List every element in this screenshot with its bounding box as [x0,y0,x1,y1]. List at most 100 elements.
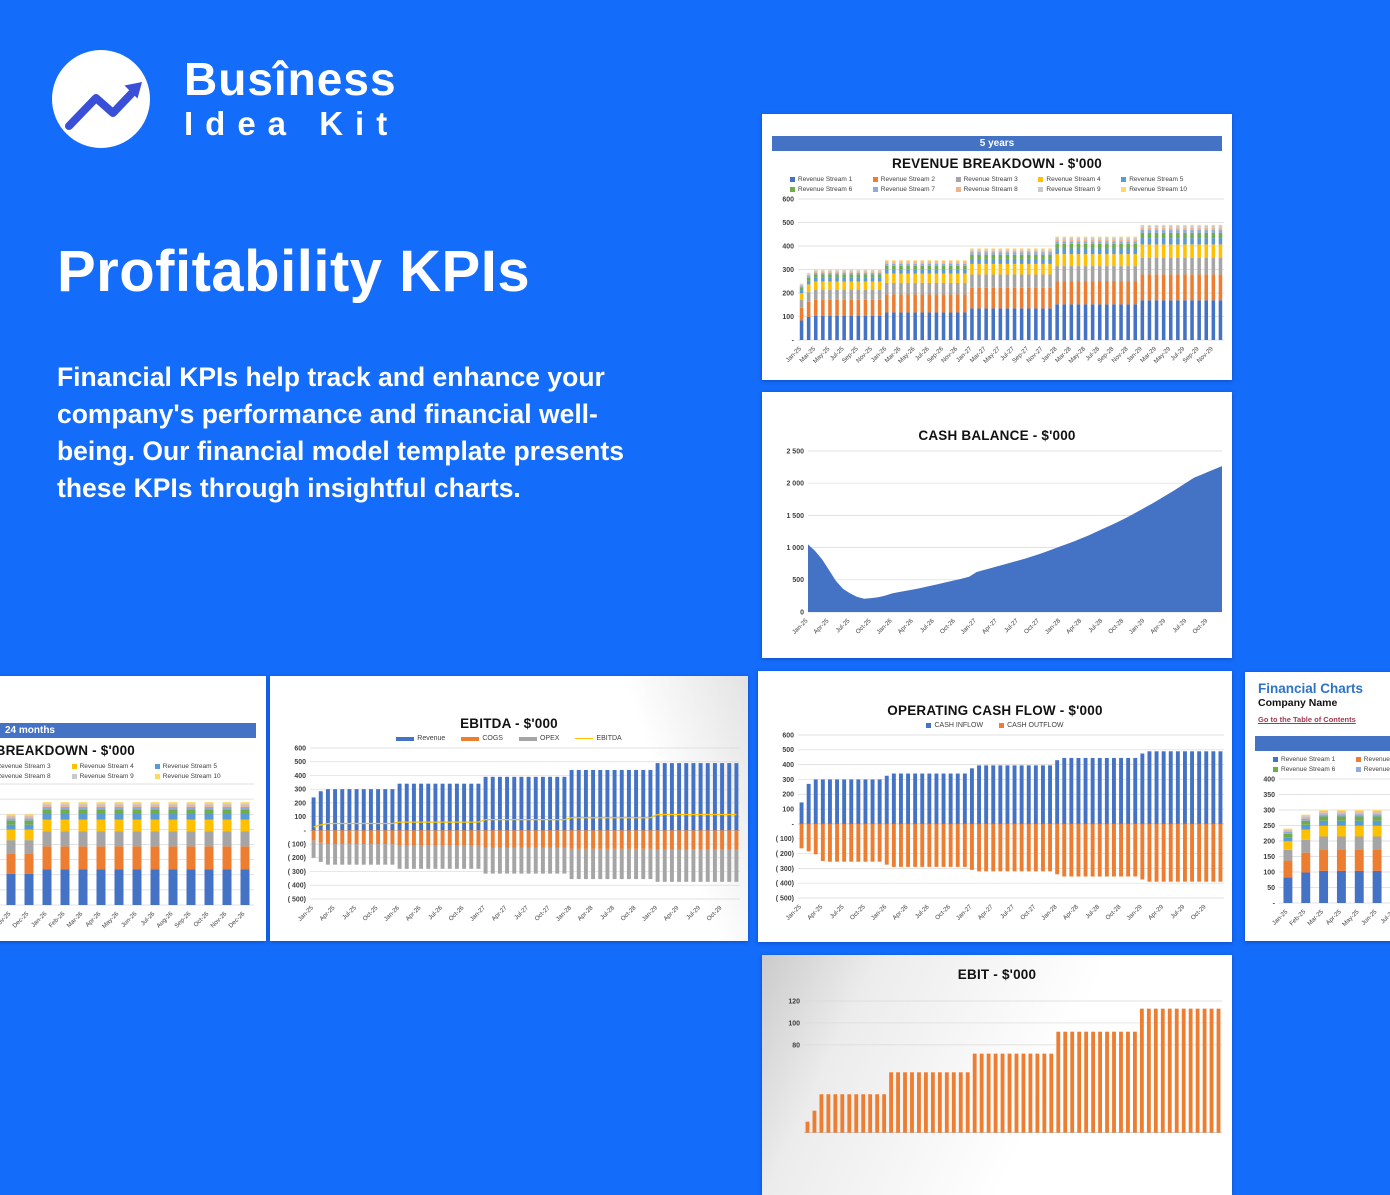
svg-text:150: 150 [1263,854,1275,861]
chart-title-revenue-breakdown-24m: REVENUE BREAKDOWN - $'000 [0,743,135,758]
period-banner-5-years: 5 years [772,136,1222,151]
svg-text:Apr-29: Apr-29 [662,904,680,922]
svg-text:80: 80 [792,1042,800,1049]
cash-outflow-swatch-icon [999,723,1005,728]
svg-text:Oct-26: Oct-26 [939,617,957,635]
svg-text:Aug-26: Aug-26 [155,910,174,929]
ebit-chart: 120 100 80 [788,998,1222,1134]
company-name: Company Name [1258,697,1338,709]
svg-text:400: 400 [294,773,306,780]
legend-item-revenue-stream-9: Revenue Stream 9 [71,773,155,780]
svg-text:Apr-28: Apr-28 [1062,903,1080,921]
svg-text:( 100): ( 100) [776,836,794,843]
svg-text:250: 250 [1263,823,1275,830]
panel-cash-balance: CASH BALANCE - $'000 2 500 2 000 1 500 1 00… [762,392,1232,658]
svg-text:Oct-27: Oct-27 [533,904,551,922]
table-of-contents-link[interactable]: Go to the Table of Contents [1258,715,1356,724]
svg-text:Oct-28: Oct-28 [619,904,637,922]
svg-text:Jan-28: Jan-28 [1044,617,1063,636]
svg-text:Apr-27: Apr-27 [490,904,508,922]
svg-text:Jul-27: Jul-27 [999,903,1016,920]
svg-text:400: 400 [782,243,794,250]
svg-text:Jan-26: Jan-26 [383,904,402,923]
page-background: { "page": { "background_color": "#146CFB… [0,50,1390,1195]
hero-title: Profitability KPIs [57,239,531,304]
revenue-stream-4-swatch-icon [71,764,77,769]
revenue-stream-7-swatch-icon [1355,767,1361,772]
svg-text:50: 50 [1267,885,1275,892]
svg-text:Jan-28: Jan-28 [1040,903,1059,922]
svg-text:( 200): ( 200) [288,855,306,862]
svg-text:-: - [1273,900,1276,907]
legend-item-revenue-stream-2: Revenue Stream 2 [1355,756,1390,763]
legend-item-ebitda: EBITDA [575,735,622,742]
revenue-stream-9-swatch-icon [1038,187,1044,192]
panel-revenue-breakdown-24m: 24 months REVENUE BREAKDOWN - $'000 Reve… [0,676,266,941]
legend-item-revenue-stream-2: Revenue Stream 2 [872,176,956,183]
revenue-stream-2-swatch-icon [872,177,878,182]
svg-text:100: 100 [782,314,794,321]
svg-text:300: 300 [1263,807,1275,814]
svg-text:Jan-26: Jan-26 [875,617,894,636]
svg-text:( 300): ( 300) [776,866,794,873]
svg-text:( 500): ( 500) [288,896,306,903]
svg-text:Jan-26: Jan-26 [30,910,49,929]
financial-charts-mini-chart: 400 350 300 250 200 150 100 50 -Jan-25 Feb-25 Mar-… [1263,776,1390,928]
svg-text:1 000: 1 000 [786,545,804,552]
svg-text:500: 500 [782,747,794,754]
brand-name-line1: Busîness [184,52,397,105]
period-banner-24-months: 24 months [0,723,256,738]
svg-text:Dec-26: Dec-26 [227,910,246,929]
operating-cash-flow-chart: 600 500 400 300 200 100 - ( 100) ( 200) ( 300) ( 4… [776,732,1224,922]
svg-text:Apr-26: Apr-26 [891,903,909,921]
svg-text:Mar-25: Mar-25 [1306,908,1325,927]
financial-charts-title: Financial Charts [1258,681,1364,696]
opex-swatch-icon [518,736,537,741]
svg-text:500: 500 [782,220,794,227]
svg-text:Jul-29: Jul-29 [1169,903,1186,920]
panel-operating-cash-flow: OPERATING CASH FLOW - $'000 CASH INFLOW C… [758,671,1232,942]
svg-text:Jan-29: Jan-29 [641,904,660,923]
chart-legend-ebitda: Revenue COGS OPEX EBITDA [270,735,748,742]
chart-title-revenue-breakdown-5y: REVENUE BREAKDOWN - $'000 [892,156,1102,171]
svg-text:( 200): ( 200) [776,851,794,858]
svg-text:2 500: 2 500 [786,448,804,455]
hero-description: Financial KPIs help track and enhance yo… [57,362,624,503]
revenue-stream-8-swatch-icon [955,187,961,192]
revenue-stream-6-swatch-icon [1273,767,1278,772]
svg-text:Jan-25: Jan-25 [297,904,316,923]
svg-text:500: 500 [294,759,306,766]
legend-item-cash-outflow: CASH OUTFLOW [999,722,1064,729]
svg-text:Jul-25: Jul-25 [835,617,852,634]
svg-text:350: 350 [1263,792,1275,799]
svg-text:300: 300 [782,267,794,274]
revenue-stream-4-swatch-icon [1038,177,1044,182]
svg-text:Jan-25: Jan-25 [785,903,804,922]
svg-text:Jan-29: Jan-29 [1125,903,1144,922]
svg-text:( 100): ( 100) [288,841,306,848]
svg-text:200: 200 [1263,838,1275,845]
svg-text:May-26: May-26 [101,910,121,930]
revenue-stream-7-swatch-icon [872,187,878,192]
svg-text:Apr-25: Apr-25 [812,617,830,635]
panel-financial-charts: Financial Charts Company Name Go to the … [1245,672,1390,941]
svg-text:Nov-26: Nov-26 [209,910,228,929]
svg-text:Jan-25: Jan-25 [1271,908,1290,927]
svg-text:Jul-29: Jul-29 [685,904,702,921]
svg-text:Oct-25: Oct-25 [849,903,867,921]
svg-text:200: 200 [782,290,794,297]
brand-name-line2: Idea Kit [184,104,400,142]
svg-text:Feb-26: Feb-26 [48,910,67,929]
legend-item-revenue-stream-9: Revenue Stream 9 [1038,186,1121,193]
legend-item-revenue-stream-1: Revenue Stream 1 [790,176,873,183]
cash-inflow-swatch-icon [926,723,932,728]
svg-text:Jul-27: Jul-27 [1003,617,1020,634]
svg-text:500: 500 [792,577,804,584]
svg-text:Dec-25: Dec-25 [11,910,30,929]
svg-text:200: 200 [782,792,794,799]
svg-text:600: 600 [294,745,306,752]
svg-text:Oct-28: Oct-28 [1107,617,1125,635]
svg-text:Jul-26: Jul-26 [919,617,936,634]
